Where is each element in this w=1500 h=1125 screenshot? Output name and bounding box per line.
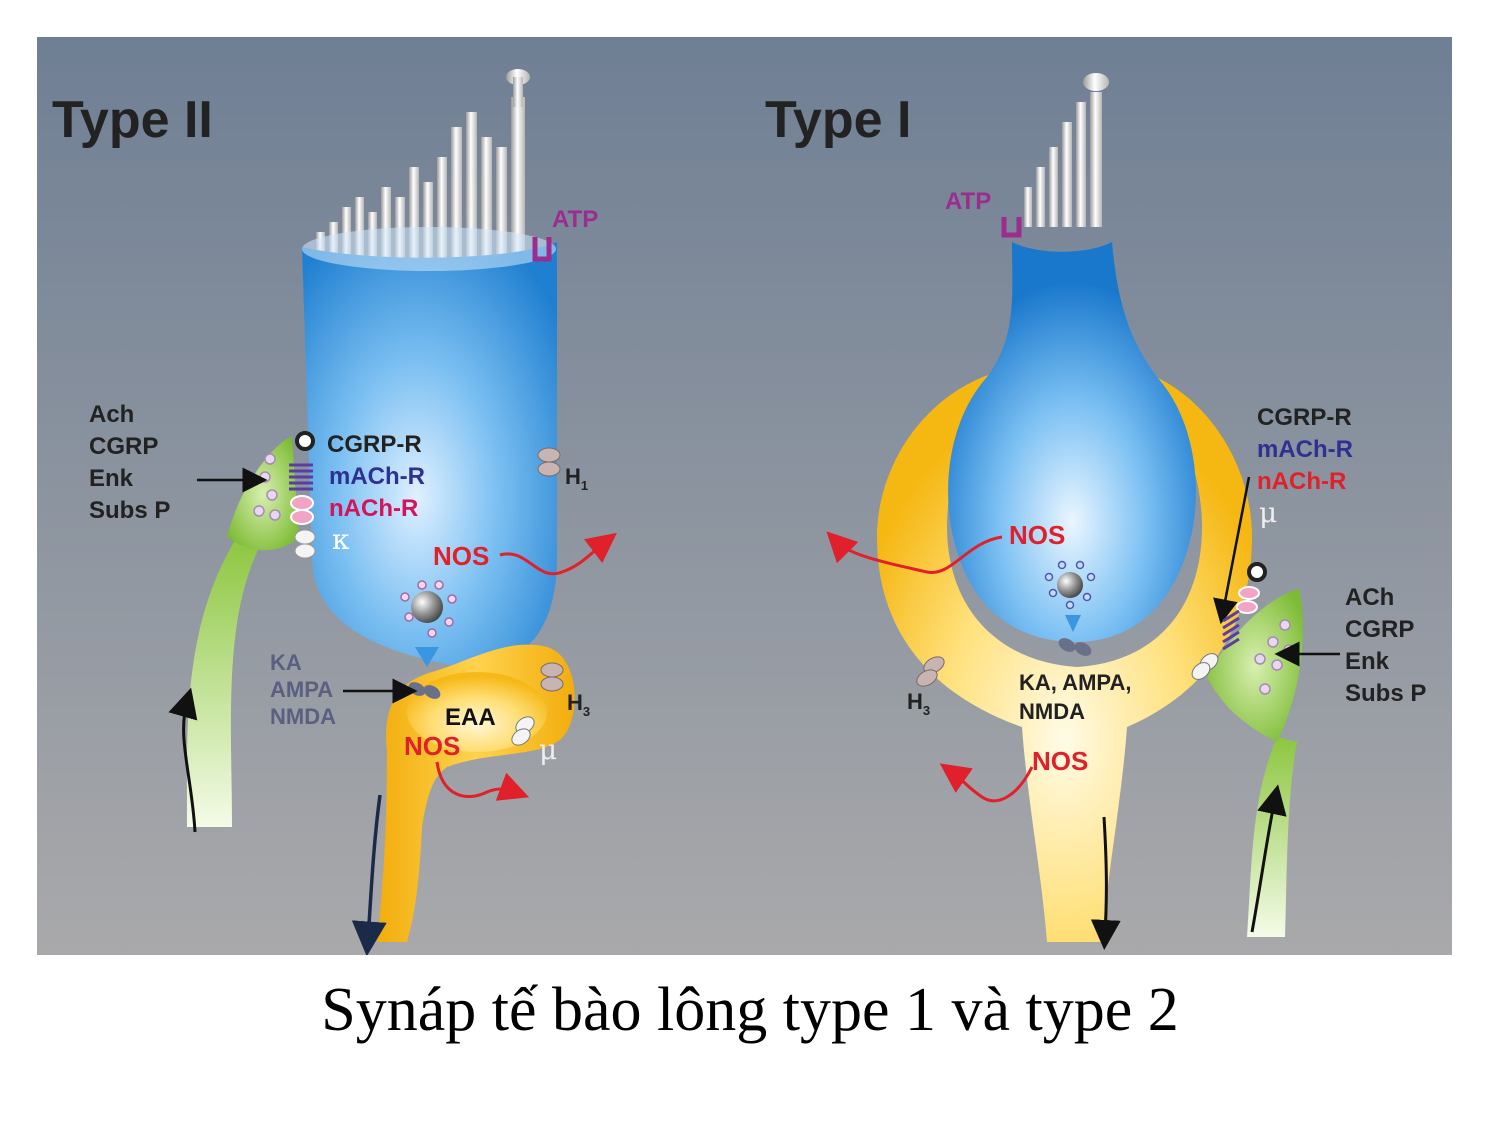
type1-panel: Type I ATP bbox=[765, 73, 1426, 950]
type2-synaptic-ribbon bbox=[400, 580, 457, 638]
type2-nach-receptor-icon bbox=[290, 495, 314, 525]
type2-mach-receptor-icon bbox=[289, 463, 313, 491]
type2-glutamate-receptor-labels: KA AMPA NMDA bbox=[270, 650, 336, 729]
type2-nos-afferent-arrow bbox=[435, 761, 530, 801]
type1-stereocilia bbox=[1024, 73, 1109, 227]
type1-efferent-label-ach: ACh bbox=[1345, 584, 1394, 611]
type1-nos-calyx-label: NOS bbox=[1009, 520, 1065, 550]
type2-efferent-label-enk: Enk bbox=[89, 465, 134, 492]
type1-glutamate-receptor-icon bbox=[1058, 638, 1092, 656]
type1-afferent-flow-arrow bbox=[1090, 816, 1121, 950]
synapse-figure: ATP Type II CGRP-R mACh-R nACh-R κ bbox=[37, 37, 1452, 955]
type2-eaa-label: EAA bbox=[445, 704, 496, 731]
type1-title: Type I bbox=[765, 91, 911, 149]
type1-efferent-transmitters: ACh CGRP Enk Subs P bbox=[1345, 584, 1426, 707]
type1-cgrp-r-label: CGRP-R bbox=[1257, 404, 1352, 431]
type2-atp-receptor-icon bbox=[532, 237, 552, 262]
type1-synaptic-ribbon bbox=[1044, 560, 1096, 610]
synapse-diagram: ATP Type II CGRP-R mACh-R nACh-R κ bbox=[37, 37, 1452, 955]
type1-mach-r-label: mACh-R bbox=[1257, 436, 1353, 463]
type2-h3-receptor-icon bbox=[540, 662, 564, 692]
type1-efferent-bouton bbox=[1207, 589, 1303, 742]
type2-afferent-flow-arrow bbox=[351, 794, 387, 955]
type2-h1-receptor-icon bbox=[537, 447, 561, 477]
type2-kappa-label: κ bbox=[332, 523, 350, 556]
type2-ka-label: KA bbox=[270, 650, 302, 675]
type1-nach-r-label: nACh-R bbox=[1257, 468, 1346, 495]
type2-efferent-flow-arrow bbox=[168, 687, 198, 833]
type1-cgrp-receptor-icon bbox=[1247, 562, 1267, 582]
type1-efferent-flow-arrow bbox=[1250, 784, 1287, 933]
type2-h3-label: H3 bbox=[567, 690, 590, 719]
type1-nos-stalk-label: NOS bbox=[1032, 746, 1088, 776]
type1-hair-cell bbox=[948, 242, 1196, 642]
type2-h1-main: H bbox=[565, 464, 581, 489]
type2-cgrp-receptor-icon bbox=[295, 431, 315, 451]
type2-mu-receptor-icon bbox=[511, 716, 535, 746]
type2-efferent-transmitters: Ach CGRP Enk Subs P bbox=[89, 401, 170, 524]
type2-hair-cell bbox=[302, 242, 557, 667]
type1-h3-label: H3 bbox=[907, 689, 930, 718]
type1-efferent-label-enk: Enk bbox=[1345, 648, 1390, 675]
type1-nos-stalk-arrow bbox=[939, 763, 1034, 803]
type2-nos-cell-label: NOS bbox=[433, 541, 489, 571]
type1-glutamate-label-2: NMDA bbox=[1019, 699, 1085, 724]
type2-efferent-bouton bbox=[227, 437, 299, 551]
type2-atp-label: ATP bbox=[552, 206, 598, 233]
type2-cgrp-r-label: CGRP-R bbox=[327, 431, 422, 458]
type2-nach-r-label: nACh-R bbox=[329, 495, 418, 522]
type2-efferent-label-cgrp: CGRP bbox=[89, 433, 158, 460]
type1-receptor-pointer-arrow bbox=[1213, 476, 1251, 625]
type1-nach-receptor-icon bbox=[1236, 586, 1260, 614]
type2-mu-label: μ bbox=[539, 733, 557, 766]
type2-h1-sub: 1 bbox=[581, 478, 588, 493]
type1-efferent-label-substance-p: Subs P bbox=[1345, 680, 1426, 707]
type1-mu-receptor-icon bbox=[1191, 653, 1219, 680]
type2-efferent-label-ach: Ach bbox=[89, 401, 134, 428]
type2-nos-afferent-label: NOS bbox=[404, 731, 460, 761]
type2-release-site bbox=[415, 647, 439, 667]
type1-efferent-label-cgrp: CGRP bbox=[1345, 616, 1414, 643]
type2-panel: ATP Type II CGRP-R mACh-R nACh-R κ bbox=[52, 69, 617, 955]
type2-kappa-receptor-icon bbox=[294, 529, 316, 559]
type2-nos-cell-arrow bbox=[499, 532, 617, 576]
figure-caption: Synáp tế bào lông type 1 và type 2 bbox=[321, 976, 1179, 1044]
type2-title: Type II bbox=[52, 91, 213, 149]
type2-efferent-fiber bbox=[186, 537, 262, 827]
type1-atp-label: ATP bbox=[945, 188, 991, 215]
type2-efferent-label-substance-p: Subs P bbox=[89, 497, 170, 524]
type1-h3-receptor-icon bbox=[916, 656, 945, 687]
type2-h1-label: H1 bbox=[565, 464, 588, 493]
type1-glutamate-label-1: KA, AMPA, bbox=[1019, 670, 1131, 695]
type1-mach-receptor-icon bbox=[1222, 609, 1240, 651]
type1-afferent-calyx bbox=[877, 367, 1252, 942]
type2-ampa-label: AMPA bbox=[270, 677, 333, 702]
type1-mu-label: μ bbox=[1259, 496, 1277, 529]
type2-nmda-label: NMDA bbox=[270, 704, 336, 729]
type1-atp-receptor-icon bbox=[1001, 217, 1022, 238]
type1-nos-calyx-arrow bbox=[826, 531, 1003, 574]
type1-release-site bbox=[1065, 615, 1081, 632]
type2-mach-r-label: mACh-R bbox=[329, 463, 425, 490]
